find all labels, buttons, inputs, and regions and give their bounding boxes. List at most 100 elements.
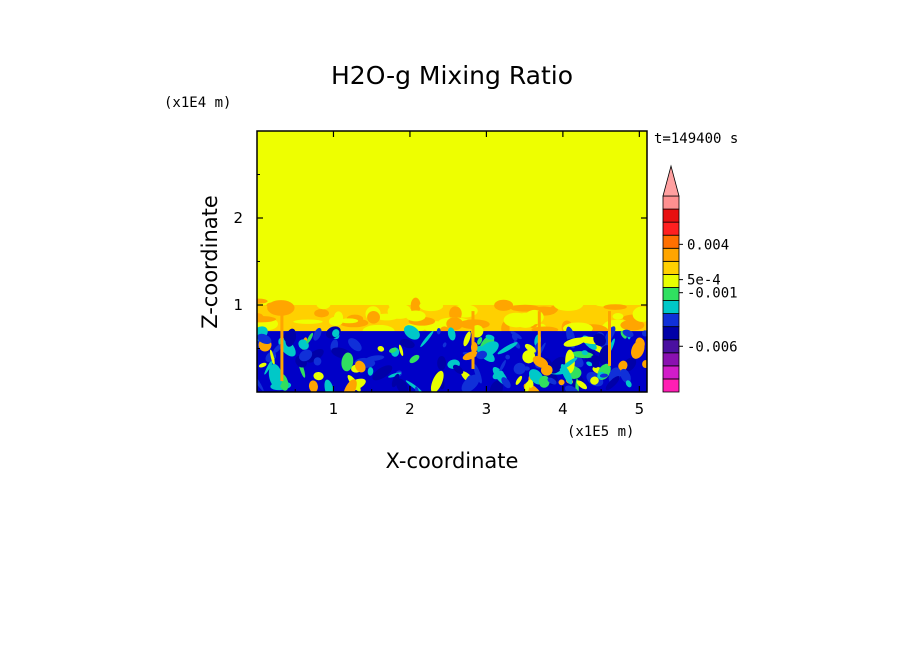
field-blob [399, 339, 415, 349]
chart-title: H2O-g Mixing Ratio [331, 61, 573, 90]
field-plume [608, 311, 611, 366]
colorbar-segment [662, 273, 680, 288]
transition-blob [375, 313, 399, 321]
transition-blob [316, 297, 331, 310]
y-tick-label: 1 [233, 296, 243, 314]
field-blob [558, 379, 565, 386]
transition-blob [603, 304, 627, 310]
field-blob [367, 367, 374, 376]
field-blob [306, 349, 324, 363]
field-blob [306, 332, 314, 344]
field-blob [473, 363, 482, 384]
heatmap-field [257, 131, 647, 392]
field-plume [537, 311, 541, 360]
colorbar-segment [662, 247, 680, 262]
field-blob [598, 345, 611, 365]
field-blob [324, 379, 335, 392]
colorbar-segment [662, 352, 680, 367]
field-blob [522, 350, 536, 364]
field-blob [485, 334, 495, 340]
field-blob [437, 355, 447, 371]
field-blob [430, 370, 444, 392]
field-blob [620, 330, 627, 339]
field-blob [389, 347, 397, 353]
field-blob [590, 376, 599, 385]
field-blob [622, 329, 634, 338]
colorbar-segment [662, 260, 680, 275]
field-blob [313, 327, 322, 341]
field-blob [377, 345, 385, 352]
colorbar-label: 0.004 [687, 237, 729, 253]
transition-blob [446, 317, 463, 331]
colorbar-segment [662, 287, 680, 301]
field-blob [592, 358, 600, 368]
transition-blob [553, 297, 584, 311]
field-blob [515, 375, 523, 385]
transition-blob [339, 318, 359, 324]
x-axis-label: X-coordinate [386, 449, 519, 473]
field-blob [476, 350, 488, 360]
field-blob [620, 368, 631, 384]
colorbar-segment [662, 234, 680, 249]
colorbar-segment [662, 326, 680, 341]
colorbar-segment [662, 195, 680, 210]
field-blob [313, 371, 324, 381]
transition-blob [257, 298, 268, 304]
transition-blob [632, 306, 647, 322]
field-blob [551, 356, 566, 368]
colorbar-segment [662, 208, 680, 223]
x-scale-label: (x1E5 m) [567, 424, 634, 440]
field-blob [547, 377, 557, 385]
transition-blob [620, 319, 645, 331]
field-blob [593, 333, 606, 347]
field-blob [532, 356, 549, 369]
field-blob [313, 357, 322, 366]
x-tick-label: 4 [558, 400, 568, 418]
x-axis: 1 2 3 4 5 [294, 131, 644, 418]
field-blob [635, 337, 645, 350]
x-tick-label: 1 [329, 400, 339, 418]
transition-blob [388, 296, 405, 311]
colorbar-segment [662, 378, 680, 393]
y-tick-label: 2 [233, 209, 243, 227]
field-blob [524, 343, 536, 353]
field-blob [499, 359, 506, 372]
field-blob [283, 330, 297, 344]
transition-blob [494, 299, 514, 311]
field-blob [273, 344, 282, 354]
field-blob [618, 360, 628, 371]
field-blobs [257, 311, 647, 392]
field-blob [343, 379, 357, 392]
field-blob [398, 344, 404, 357]
field-blob [540, 364, 553, 376]
transition-blob [419, 300, 444, 312]
colorbar-label: -0.006 [687, 339, 738, 355]
field-blob [372, 365, 393, 381]
field-plume [471, 311, 475, 369]
field-blob [341, 352, 354, 372]
field-blob [436, 327, 441, 335]
y-axis: 12 [233, 174, 647, 349]
field-blob [489, 380, 503, 392]
field-blob [560, 363, 573, 385]
x-tick-label: 3 [482, 400, 492, 418]
colorbar-segment [662, 339, 680, 354]
transition-blob [293, 319, 323, 324]
field-blob [258, 362, 267, 368]
field-blob [642, 360, 647, 368]
field-blob [332, 329, 340, 338]
field-blob [257, 333, 272, 345]
field-blob [599, 373, 609, 378]
y-scale-label: (x1E4 m) [164, 95, 231, 111]
time-label: t=149400 s [654, 131, 738, 147]
field-blob [308, 380, 318, 392]
colorbar-label: 5e-4 [687, 273, 721, 289]
transition-blob [612, 313, 624, 320]
field-blob [605, 376, 620, 391]
colorbar-label: -0.001 [687, 286, 738, 302]
field-blob [625, 380, 632, 388]
field-blob [409, 354, 420, 364]
field-blob [391, 373, 400, 388]
field-blob [403, 325, 420, 340]
transition-blob [525, 309, 544, 325]
